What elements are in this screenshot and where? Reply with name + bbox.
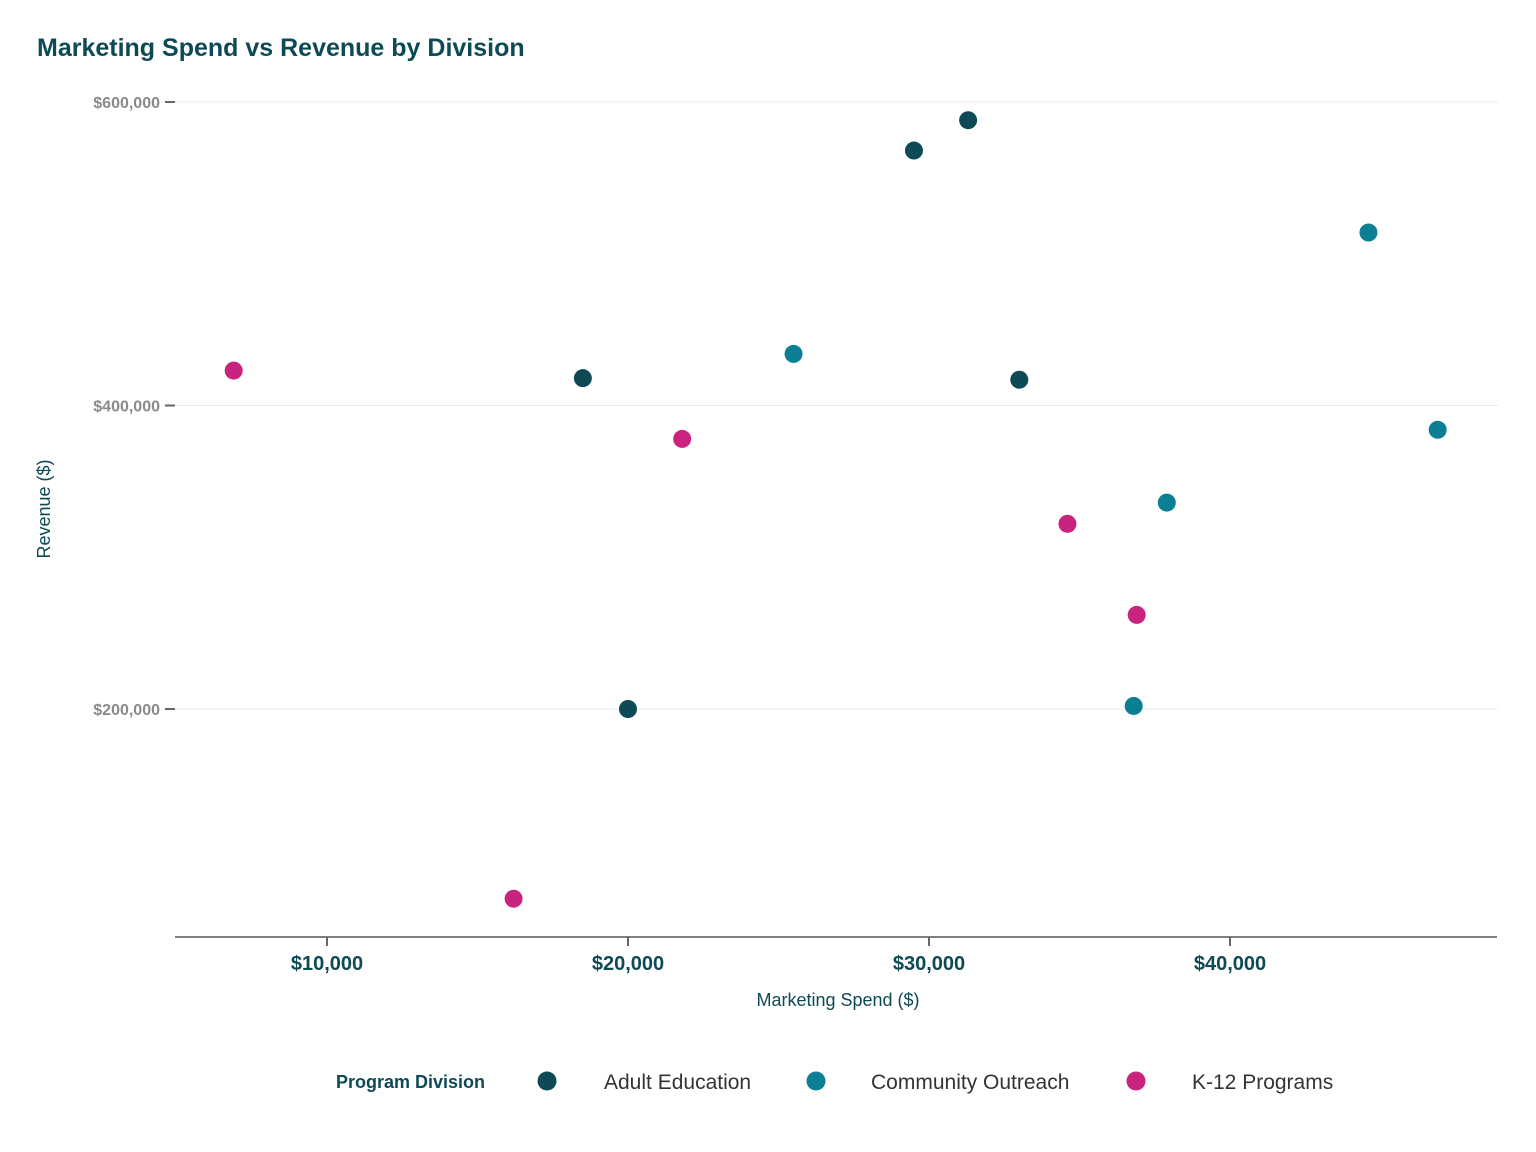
- data-point: [1359, 223, 1378, 242]
- legend-label: Adult Education: [604, 1071, 751, 1094]
- x-tick-label: $20,000: [592, 953, 664, 975]
- legend: Program Division Adult Education Communit…: [336, 1071, 1333, 1094]
- data-point: [619, 700, 637, 718]
- legend-label: Community Outreach: [871, 1071, 1069, 1094]
- data-point: [784, 344, 803, 363]
- data-point: [904, 141, 923, 160]
- data-point: [1428, 420, 1447, 439]
- legend-item: Adult Education: [537, 1071, 751, 1094]
- x-tick-label: $40,000: [1194, 953, 1266, 975]
- legend-items: Adult Education Community Outreach K-12 Pr…: [537, 1071, 1333, 1094]
- y-axis: $200,000 $400,000 $600,000: [93, 95, 175, 719]
- y-axis-title: Revenue ($): [34, 459, 54, 558]
- data-point: [1124, 696, 1143, 715]
- gridlines: [175, 101, 1498, 710]
- x-axis-title: Marketing Spend ($): [756, 990, 919, 1010]
- x-axis: $10,000 $20,000 $30,000 $40,000: [175, 936, 1497, 975]
- data-point: [224, 361, 243, 380]
- legend-item: Community Outreach: [806, 1071, 1069, 1094]
- y-tick-label: $400,000: [93, 399, 160, 416]
- y-tick-label: $600,000: [93, 95, 160, 112]
- legend-marker: [806, 1071, 826, 1091]
- x-tick-label: $30,000: [893, 953, 965, 975]
- data-point: [959, 111, 978, 130]
- series-k-12-programs: [224, 361, 1146, 908]
- legend-label: K-12 Programs: [1192, 1071, 1333, 1094]
- data-point: [1127, 605, 1146, 624]
- data-point: [573, 369, 592, 388]
- data-points: [224, 111, 1447, 908]
- legend-title: Program Division: [336, 1072, 485, 1092]
- series-community-outreach: [784, 223, 1447, 715]
- series-adult-education: [573, 111, 1029, 718]
- data-point: [673, 429, 692, 448]
- x-tick-label: $10,000: [291, 953, 363, 975]
- data-point: [1010, 370, 1029, 389]
- legend-marker: [537, 1071, 557, 1091]
- chart-title: Marketing Spend vs Revenue by Division: [37, 34, 525, 62]
- legend-marker: [1126, 1071, 1146, 1091]
- data-point: [1058, 514, 1077, 533]
- legend-item: K-12 Programs: [1126, 1071, 1333, 1094]
- y-tick-label: $200,000: [93, 702, 160, 719]
- data-point: [504, 889, 523, 908]
- data-point: [1157, 493, 1176, 512]
